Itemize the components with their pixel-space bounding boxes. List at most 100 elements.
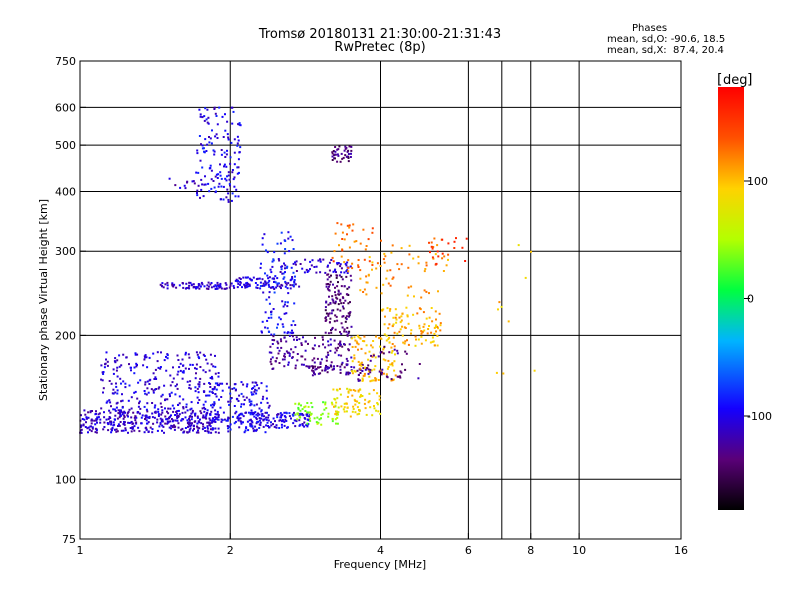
data-point [156, 360, 159, 363]
data-point [193, 182, 196, 185]
data-point [128, 422, 131, 424]
data-point [161, 418, 164, 421]
data-point [120, 382, 122, 385]
data-point [170, 418, 173, 420]
data-point [434, 310, 437, 313]
data-point [322, 338, 324, 341]
data-point [431, 336, 434, 339]
data-point [342, 315, 345, 318]
data-point [266, 411, 268, 414]
data-point [167, 412, 170, 415]
data-point [89, 425, 92, 428]
data-point [308, 419, 310, 422]
data-point [343, 149, 346, 152]
data-point [429, 251, 431, 254]
data-point [297, 413, 300, 416]
data-point [305, 365, 308, 368]
data-point [214, 354, 216, 357]
data-point [151, 412, 154, 415]
data-point [439, 329, 442, 332]
data-point [106, 422, 109, 424]
data-point [287, 282, 290, 285]
data-point [400, 371, 403, 374]
data-point [385, 277, 388, 280]
data-point [330, 361, 333, 364]
data-point [354, 411, 357, 414]
data-point [289, 287, 292, 290]
data-point [283, 252, 286, 255]
data-point [148, 383, 151, 385]
data-point [293, 281, 296, 284]
data-point [114, 361, 117, 364]
data-point [285, 266, 288, 269]
data-point [320, 417, 322, 420]
data-point [108, 380, 111, 382]
data-point [196, 149, 199, 152]
data-point [283, 312, 286, 315]
data-point [191, 409, 194, 412]
data-point [283, 424, 286, 427]
data-point [276, 323, 279, 326]
data-point [160, 351, 162, 354]
data-point [322, 343, 324, 346]
data-point [227, 198, 230, 201]
data-point [325, 407, 328, 410]
data-point [189, 425, 192, 427]
data-point [179, 186, 182, 189]
data-point [279, 318, 282, 321]
data-point [134, 419, 137, 422]
data-point [270, 310, 273, 313]
data-point [401, 334, 404, 337]
data-point [208, 167, 211, 170]
data-point [153, 378, 156, 380]
data-point [299, 409, 302, 412]
data-point [291, 277, 294, 280]
data-point [302, 414, 305, 417]
data-point [239, 283, 242, 286]
data-point [80, 428, 83, 431]
data-point [196, 286, 199, 289]
data-point [310, 412, 313, 415]
data-point [159, 366, 162, 368]
data-point [298, 285, 301, 288]
data-point [333, 269, 336, 272]
data-point [367, 274, 370, 277]
data-point [391, 350, 394, 352]
data-point [357, 378, 360, 381]
data-point [431, 340, 434, 343]
data-point [431, 256, 434, 259]
data-point [423, 289, 426, 292]
data-point [283, 365, 286, 368]
data-point [327, 354, 330, 356]
colorbar [718, 87, 744, 510]
data-point [341, 305, 344, 308]
data-point [371, 268, 373, 271]
data-point [309, 419, 312, 422]
data-point [433, 332, 436, 335]
data-point [269, 360, 272, 363]
data-point [201, 166, 204, 169]
data-point [306, 422, 309, 425]
data-point [233, 176, 236, 179]
data-point [159, 367, 162, 370]
data-point [455, 237, 457, 240]
data-point [382, 352, 385, 355]
data-point [206, 143, 209, 146]
data-point [118, 424, 121, 427]
data-point [294, 364, 297, 367]
data-point [345, 315, 348, 318]
data-point [256, 284, 259, 286]
data-point [181, 377, 184, 380]
data-point [352, 223, 355, 226]
data-point [261, 284, 264, 287]
data-point [339, 342, 341, 344]
data-point [308, 365, 311, 368]
data-point [98, 412, 101, 415]
data-point [287, 331, 290, 334]
data-point [146, 422, 148, 425]
data-point [145, 393, 148, 396]
data-point [266, 274, 269, 277]
data-point [202, 195, 205, 198]
data-point [211, 419, 214, 422]
data-point [217, 418, 220, 421]
